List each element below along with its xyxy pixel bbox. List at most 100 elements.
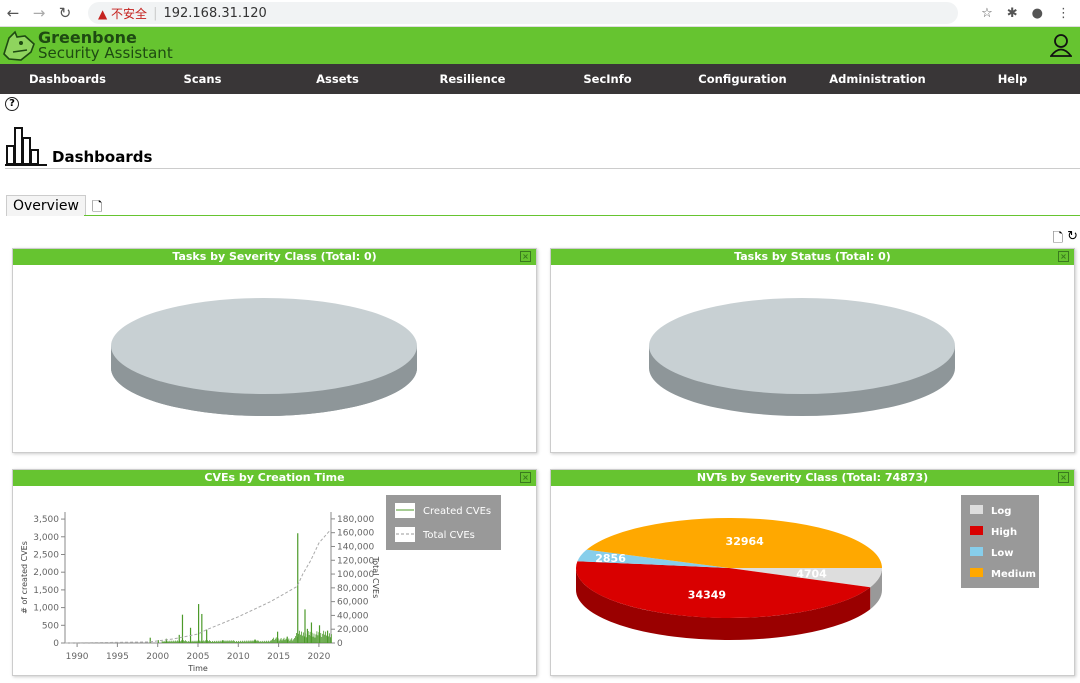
nav-scans[interactable]: Scans bbox=[183, 72, 222, 86]
created-cve-bar bbox=[149, 637, 151, 643]
cve-chart: 0 500 1,000 1,500 2,000 2,500 3,000 3,500 0 20,00… bbox=[20, 495, 501, 673]
created-cve-bar bbox=[314, 637, 316, 643]
created-cve-bar bbox=[203, 640, 205, 643]
created-cve-bar bbox=[183, 641, 185, 643]
created-cve-bar bbox=[172, 641, 174, 643]
nav-assets[interactable]: Assets bbox=[316, 72, 359, 86]
profile-icon[interactable]: ● bbox=[1031, 5, 1043, 21]
created-cve-bar bbox=[317, 635, 319, 643]
created-cve-bar bbox=[263, 641, 265, 643]
created-cve-bar bbox=[279, 639, 281, 643]
brand-subtitle: Security Assistant bbox=[38, 44, 173, 62]
y-tick-label: 2,000 bbox=[33, 568, 59, 578]
created-cve-bar bbox=[227, 640, 229, 643]
created-cve-bar bbox=[218, 641, 220, 643]
panel-header: Tasks by Severity Class (Total: 0) × bbox=[13, 249, 536, 265]
created-cve-bar bbox=[165, 638, 167, 643]
created-cve-bar bbox=[295, 636, 297, 643]
panel-title: NVTs by Severity Class (Total: 74873) bbox=[696, 471, 929, 484]
extensions-icon[interactable]: ✱ bbox=[1006, 5, 1018, 21]
created-cve-bar bbox=[303, 636, 305, 643]
nav-dashboards[interactable]: Dashboards bbox=[29, 72, 106, 86]
help-icon[interactable]: ? bbox=[5, 97, 19, 111]
y2-tick-label: 60,000 bbox=[337, 598, 369, 608]
created-cve-bar bbox=[261, 641, 263, 643]
created-cve-bar bbox=[249, 640, 251, 643]
menu-icon[interactable]: ⋮ bbox=[1057, 5, 1070, 21]
created-cve-bar bbox=[162, 641, 164, 643]
created-cve-bar bbox=[262, 640, 264, 643]
created-cve-bar bbox=[252, 641, 254, 643]
add-display-icon[interactable]: 🗋 bbox=[1052, 231, 1064, 246]
created-cve-bar bbox=[253, 640, 255, 643]
created-cve-bar bbox=[236, 640, 238, 643]
y-tick-label: 500 bbox=[42, 621, 59, 631]
created-cve-bar bbox=[219, 640, 221, 643]
y2-tick-label: 160,000 bbox=[337, 529, 374, 539]
created-cve-bar bbox=[181, 614, 184, 643]
y-tick-label: 1,500 bbox=[33, 586, 59, 596]
created-cve-bar bbox=[191, 640, 193, 643]
address-bar[interactable]: ▲ 不安全 | 192.168.31.120 bbox=[88, 2, 958, 24]
created-cve-bar bbox=[213, 640, 215, 643]
created-cve-bar bbox=[181, 640, 182, 643]
created-cve-bar bbox=[272, 637, 274, 643]
created-cve-bar bbox=[230, 641, 232, 643]
created-cve-bar bbox=[166, 641, 168, 643]
created-cve-bar bbox=[161, 641, 163, 643]
new-dashboard-icon[interactable]: 🗋 bbox=[92, 200, 103, 215]
created-cve-bar bbox=[271, 638, 273, 643]
y2-tick-label: 80,000 bbox=[337, 584, 369, 594]
x-tick-label: 2020 bbox=[307, 652, 330, 662]
created-cve-bar bbox=[304, 609, 306, 643]
created-cve-bar bbox=[164, 641, 166, 643]
created-cve-bar bbox=[223, 640, 225, 643]
panel-header: CVEs by Creation Time × bbox=[13, 470, 536, 486]
created-cve-bar bbox=[324, 634, 326, 643]
tab-overview[interactable]: Overview bbox=[6, 195, 86, 216]
nav-administration[interactable]: Administration bbox=[829, 72, 926, 86]
created-cve-bar bbox=[178, 641, 179, 643]
close-icon[interactable]: × bbox=[1058, 251, 1069, 262]
nav-secinfo[interactable]: SecInfo bbox=[583, 72, 632, 86]
created-cve-bar bbox=[273, 639, 275, 643]
reset-icon[interactable]: ↻ bbox=[1067, 229, 1078, 244]
pie-slice-log bbox=[729, 568, 882, 588]
reload-icon[interactable]: ↻ bbox=[58, 4, 72, 22]
created-cve-bar bbox=[326, 635, 327, 643]
app-header: Greenbone Security Assistant bbox=[0, 27, 1080, 64]
created-cve-bar bbox=[291, 638, 293, 643]
created-cve-bar bbox=[221, 640, 223, 643]
created-cve-bar bbox=[259, 641, 261, 643]
forward-icon[interactable]: → bbox=[32, 4, 46, 22]
slice-label: 2856 bbox=[595, 552, 626, 565]
panel-tasks-status: Tasks by Status (Total: 0) × bbox=[550, 248, 1075, 453]
created-cve-bar bbox=[250, 641, 252, 643]
created-cve-bar bbox=[300, 634, 301, 643]
created-cve-bar bbox=[215, 640, 217, 643]
nav-resilience[interactable]: Resilience bbox=[439, 72, 506, 86]
user-icon[interactable] bbox=[1050, 33, 1072, 57]
x-tick-label: 2000 bbox=[146, 652, 169, 662]
pie-slice-low bbox=[577, 549, 729, 568]
nav-configuration[interactable]: Configuration bbox=[698, 72, 787, 86]
star-icon[interactable]: ☆ bbox=[981, 5, 993, 21]
legend-label: High bbox=[991, 527, 1017, 538]
created-cve-bar bbox=[232, 641, 234, 643]
close-icon[interactable]: × bbox=[520, 472, 531, 483]
nav-help[interactable]: Help bbox=[997, 72, 1028, 86]
created-cve-bar bbox=[170, 641, 172, 643]
created-cve-bar bbox=[220, 641, 222, 643]
created-cve-bar bbox=[301, 631, 302, 643]
created-cve-bar bbox=[193, 640, 195, 643]
created-cve-bar bbox=[313, 633, 315, 643]
created-cve-bar bbox=[318, 632, 320, 643]
nvt-pie-chart: 4704 34349 2856 32964 Log High Low Medium bbox=[576, 495, 1039, 640]
legend-label: Low bbox=[991, 548, 1013, 559]
panel-title: Tasks by Status (Total: 0) bbox=[734, 250, 891, 263]
back-icon[interactable]: ← bbox=[6, 4, 20, 22]
close-icon[interactable]: × bbox=[520, 251, 531, 262]
close-icon[interactable]: × bbox=[1058, 472, 1069, 483]
created-cve-bar bbox=[173, 640, 175, 643]
created-cve-bar bbox=[212, 641, 214, 643]
